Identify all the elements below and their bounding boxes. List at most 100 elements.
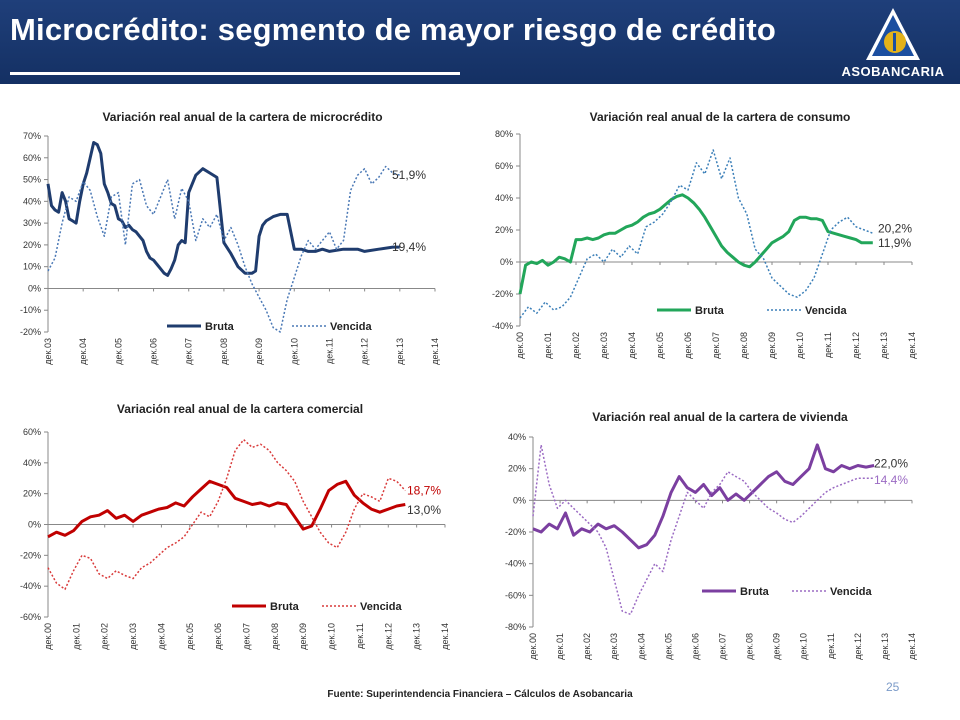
chart-microcredito: -20% -10% 0% 10% 20% 30% 40% 50% 60% 70% дек.03 дек… xyxy=(20,131,440,365)
chart-title: Variación real anual de la cartera de mi… xyxy=(102,110,383,124)
x-tick-label: дек.09 xyxy=(298,623,308,650)
source-note: Fuente: Superintendencia Financiera – Cá… xyxy=(327,689,633,700)
x-tick-label: дек.01 xyxy=(71,623,81,650)
y-tick-label: 50% xyxy=(23,175,41,185)
end-value-label: 13,0% xyxy=(407,503,441,517)
legend-label: Vencida xyxy=(830,586,872,598)
x-tick-label: дек.08 xyxy=(739,332,749,359)
y-tick-label: 0% xyxy=(513,495,526,505)
x-tick-label: дек.07 xyxy=(184,338,194,365)
x-tick-label: дек.07 xyxy=(242,623,252,650)
end-value-label: 20,2% xyxy=(878,221,912,235)
chart-panel-vivienda: Variación real anual de la cartera de vi… xyxy=(480,394,960,684)
x-tick-label: дек.11 xyxy=(826,633,836,659)
chart-panel-microcredito: Variación real anual de la cartera de mi… xyxy=(0,104,480,394)
logo-text: ASOBANCARIA xyxy=(841,64,945,79)
x-tick-label: дек.00 xyxy=(528,633,538,660)
end-value-label: 19,4% xyxy=(392,240,426,254)
x-tick-label: дек.08 xyxy=(219,338,229,365)
y-tick-label: 20% xyxy=(23,240,41,250)
x-tick-label: дек.10 xyxy=(799,633,809,660)
y-tick-label: 20% xyxy=(508,464,526,474)
x-tick-label: дек.04 xyxy=(78,338,88,365)
chart-comercial: -60% -40% -20% 0% 20% 40% 60% дек.00 дек.01 дек.0… xyxy=(20,427,450,650)
series-line-bruta xyxy=(518,193,873,295)
x-tick-label: дек.06 xyxy=(149,338,159,365)
series-line-bruta xyxy=(532,443,875,550)
x-tick-label: дек.03 xyxy=(43,338,53,365)
y-tick-label: -10% xyxy=(20,305,41,315)
end-value-label: 14,4% xyxy=(874,473,908,487)
x-tick-label: дек.04 xyxy=(636,633,646,660)
y-tick-label: 20% xyxy=(23,489,41,499)
series-line-vencida xyxy=(47,165,401,333)
x-tick-label: дек.14 xyxy=(430,338,440,365)
series-line-vencida xyxy=(47,438,406,591)
series-line-bruta xyxy=(46,141,400,277)
x-tick-label: дек.06 xyxy=(683,332,693,359)
y-tick-label: -40% xyxy=(505,559,526,569)
x-tick-label: дек.03 xyxy=(609,633,619,660)
x-tick-label: дек.03 xyxy=(599,332,609,359)
legend-label: Vencida xyxy=(805,305,847,317)
y-tick-label: 0% xyxy=(28,283,41,293)
x-tick-label: дек.08 xyxy=(745,633,755,660)
x-tick-label: дек.08 xyxy=(270,623,280,650)
x-tick-label: дек.01 xyxy=(555,633,565,660)
x-tick-label: дек.09 xyxy=(767,332,777,359)
legend-label: Bruta xyxy=(205,321,235,333)
legend-label: Bruta xyxy=(740,586,770,598)
x-tick-label: дек.04 xyxy=(156,623,166,650)
y-tick-label: 60% xyxy=(23,153,41,163)
asobancaria-logo: ASOBANCARIA xyxy=(838,6,948,80)
legend-label: Vencida xyxy=(330,321,372,333)
chart-title: Variación real anual de la cartera de vi… xyxy=(592,410,848,424)
chart-vivienda: -80% -60% -40% -20% 0% 20% 40% дек.00 дек.01 дек.… xyxy=(505,432,917,660)
x-tick-label: дек.06 xyxy=(213,623,223,650)
x-tick-label: дек.14 xyxy=(440,623,450,650)
x-tick-label: дек.13 xyxy=(879,332,889,359)
end-value-label: 22,0% xyxy=(874,457,908,471)
y-tick-label: -80% xyxy=(505,622,526,632)
y-tick-label: -60% xyxy=(505,590,526,600)
x-tick-label: дек.11 xyxy=(355,623,365,649)
x-tick-label: дек.09 xyxy=(254,338,264,365)
series-line-vencida xyxy=(532,444,875,616)
x-tick-label: дек.10 xyxy=(289,338,299,365)
chart-panel-comercial: Variación real anual de la cartera comer… xyxy=(0,394,480,684)
series-line-bruta xyxy=(47,479,406,539)
x-tick-label: дек.03 xyxy=(128,623,138,650)
x-tick-label: дек.14 xyxy=(907,332,917,359)
y-tick-label: 0% xyxy=(500,257,513,267)
chart-title: Variación real anual de la cartera comer… xyxy=(116,402,364,416)
y-tick-label: 40% xyxy=(495,193,513,203)
x-tick-label: дек.11 xyxy=(324,338,334,364)
x-tick-label: дек.07 xyxy=(718,633,728,660)
y-tick-label: -20% xyxy=(20,327,41,337)
slide-title: Microcrédito: segmento de mayor riesgo d… xyxy=(10,12,777,47)
x-tick-label: дек.13 xyxy=(412,623,422,650)
y-tick-label: -40% xyxy=(492,321,513,331)
y-tick-label: 40% xyxy=(23,458,41,468)
chart-title: Variación real anual de la cartera de co… xyxy=(589,110,851,124)
legend-label: Bruta xyxy=(270,601,300,613)
y-tick-label: 40% xyxy=(23,196,41,206)
x-tick-label: дек.13 xyxy=(880,633,890,660)
y-tick-label: -20% xyxy=(492,289,513,299)
y-tick-label: -20% xyxy=(20,550,41,560)
y-tick-label: -20% xyxy=(505,527,526,537)
x-tick-label: дек.04 xyxy=(627,332,637,359)
slide-header: Microcrédito: segmento de mayor riesgo d… xyxy=(0,0,960,84)
x-tick-label: дек.12 xyxy=(360,338,370,365)
y-tick-label: 40% xyxy=(508,432,526,442)
y-tick-label: 60% xyxy=(495,161,513,171)
legend-label: Bruta xyxy=(695,305,725,317)
x-tick-label: дек.02 xyxy=(571,332,581,359)
x-tick-label: дек.10 xyxy=(795,332,805,359)
chart-consumo: -40% -20% 0% 20% 40% 60% 80% дек.00 дек.01 дек.02… xyxy=(492,129,917,359)
legend-label: Vencida xyxy=(360,601,402,613)
x-tick-label: дек.02 xyxy=(582,633,592,660)
x-tick-label: дек.05 xyxy=(663,633,673,660)
x-tick-label: дек.12 xyxy=(851,332,861,359)
end-value-label: 11,9% xyxy=(878,236,911,250)
